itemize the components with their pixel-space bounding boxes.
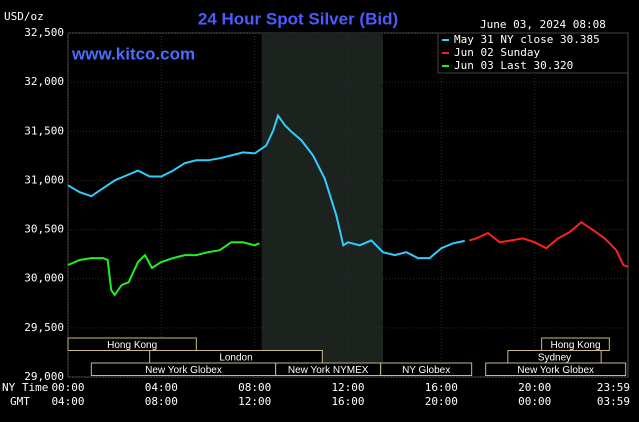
series-line [67,113,465,260]
x-axis-label: NY Time [2,381,48,394]
x2-tick-label: 20:00 [425,395,458,408]
x2-tick-label: 04:00 [51,395,84,408]
market-session-label: London [219,352,252,363]
chart-title: 24 Hour Spot Silver (Bid) [198,9,398,28]
market-session [67,337,197,351]
y-tick-label: 31,000 [24,173,64,186]
market-session-label: Sydney [538,352,571,363]
y-tick-label: 30,000 [24,272,64,285]
market-session-label: NY Globex [402,365,450,376]
y-axis-label: USD/oz [4,10,44,23]
legend-box [437,32,629,74]
y-tick-label: 31,500 [24,124,64,137]
x-tick-label: 23:59 [597,381,630,394]
y-tick-label: 29,000 [24,370,64,383]
x-tick-label: 20:00 [518,381,551,394]
y-tick-label: 32,000 [24,75,64,88]
y-tick-label: 32,500 [24,26,64,39]
x-tick-label: 12:00 [331,381,364,394]
y-tick-label: 29,500 [24,321,64,334]
legend-label: Jun 03 Last 30.320 [454,59,573,72]
market-session-label: Hong Kong [107,340,157,351]
x2-tick-label: 00:00 [518,395,551,408]
y-tick-label: 30,500 [24,223,64,236]
timestamp: June 03, 2024 08:08 [480,18,606,31]
x2-axis-label: GMT [10,395,30,408]
x-tick-label: 08:00 [238,381,271,394]
x2-tick-label: 12:00 [238,395,271,408]
series-line [67,241,260,297]
legend-label: Jun 02 Sunday [454,46,540,59]
series-line [469,220,629,268]
x2-tick-label: 16:00 [331,395,364,408]
shaded-range [261,33,383,377]
legend-label: May 31 NY close 30.385 [454,33,600,46]
x-tick-label: 16:00 [425,381,458,394]
watermark: www.kitco.com [71,44,195,63]
market-session [485,362,627,376]
market-session-label: New York NYMEX [288,365,369,376]
market-session-label: New York Globex [145,365,222,376]
x-tick-label: 00:00 [51,381,84,394]
x-tick-label: 04:00 [145,381,178,394]
market-session-label: Hong Kong [550,340,600,351]
x2-tick-label: 08:00 [145,395,178,408]
x2-tick-label: 03:59 [597,395,630,408]
market-session [380,362,473,376]
market-session-label: New York Globex [517,365,594,376]
